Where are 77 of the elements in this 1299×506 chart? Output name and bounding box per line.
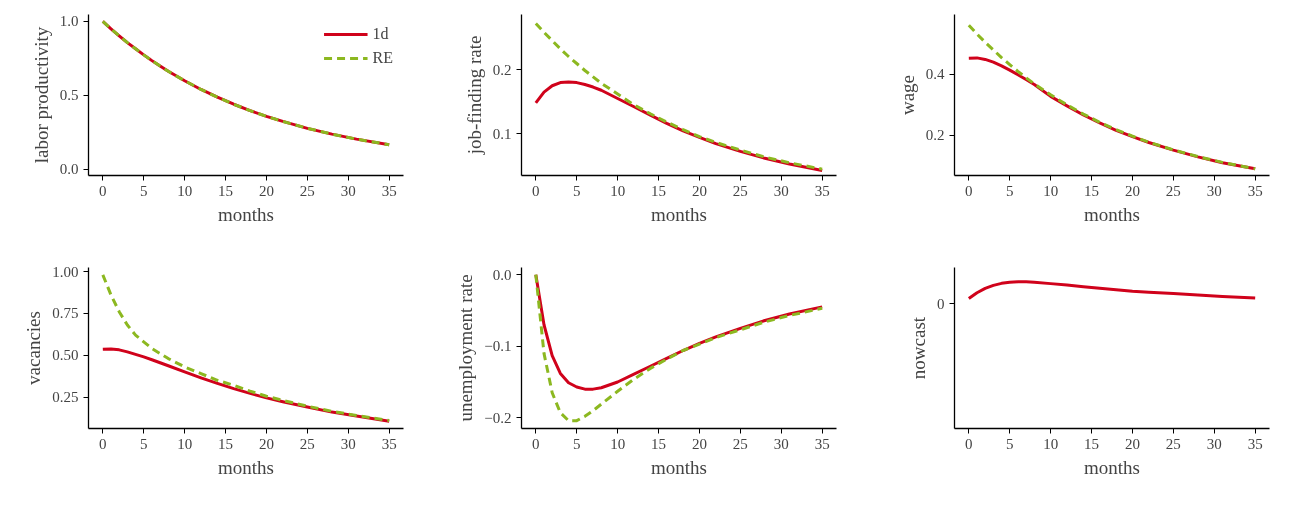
- x-tick-label: 5: [572, 435, 581, 452]
- x-tick-label: 25: [732, 435, 748, 452]
- x-tick-label: 30: [773, 182, 789, 199]
- x-tick-label: 35: [1247, 182, 1263, 199]
- x-tick-label: 5: [139, 435, 148, 452]
- y-tick-label: 0.0: [492, 266, 512, 283]
- x-tick-label: 30: [773, 435, 789, 452]
- x-tick-label: 0: [99, 435, 107, 452]
- x-tick-label: 0: [532, 435, 540, 452]
- y-tick-label: 1.00: [52, 263, 79, 280]
- x-tick-label: 10: [1043, 435, 1059, 452]
- x-tick-label: 15: [1084, 435, 1100, 452]
- x-tick-label: 30: [1206, 435, 1222, 452]
- x-tick-label: 20: [691, 182, 707, 199]
- y-axis-title: wage: [896, 74, 918, 116]
- x-axis-title: months: [218, 456, 274, 478]
- y-tick-label: 0.1: [492, 125, 512, 142]
- legend-label: RE: [372, 49, 393, 67]
- x-tick-label: 0: [532, 182, 540, 199]
- y-axis-title: nowcast: [908, 316, 929, 380]
- x-tick-label: 5: [572, 182, 581, 199]
- x-tick-label: 20: [258, 435, 274, 452]
- y-tick-label: 0.5: [59, 87, 79, 104]
- x-axis-title: months: [1084, 456, 1140, 478]
- x-tick-label: 35: [1247, 435, 1263, 452]
- x-tick-label: 25: [1165, 182, 1181, 199]
- y-tick-label: 0.4: [925, 66, 945, 83]
- x-tick-label: 15: [651, 182, 667, 199]
- x-tick-label: 35: [814, 182, 830, 199]
- x-tick-label: 35: [814, 435, 830, 452]
- x-tick-label: 20: [258, 182, 274, 199]
- y-tick-label: 0.2: [492, 61, 512, 78]
- x-tick-label: 10: [177, 182, 193, 199]
- x-axis-title: months: [651, 456, 707, 478]
- x-tick-label: 35: [381, 182, 397, 199]
- x-tick-label: 35: [381, 435, 397, 452]
- x-tick-label: 15: [651, 435, 667, 452]
- x-tick-label: 5: [1005, 182, 1014, 199]
- legend-label: 1d: [372, 25, 390, 43]
- y-tick-label: 0.75: [52, 305, 79, 322]
- x-tick-label: 5: [1005, 435, 1014, 452]
- x-tick-label: 10: [610, 435, 626, 452]
- x-tick-label: 0: [99, 182, 107, 199]
- y-tick-label: 0.0: [59, 161, 79, 178]
- x-tick-label: 15: [1084, 182, 1100, 199]
- text: 0: [937, 295, 945, 312]
- x-tick-label: 15: [218, 435, 234, 452]
- x-tick-label: 20: [691, 435, 707, 452]
- x-tick-label: 25: [732, 182, 748, 199]
- x-tick-label: 30: [340, 182, 356, 199]
- x-tick-label: 5: [139, 182, 148, 199]
- x-tick-label: 30: [340, 435, 356, 452]
- x-tick-label: 10: [1043, 182, 1059, 199]
- x-axis-title: months: [1084, 203, 1140, 225]
- y-axis-title: job-finding rate: [463, 35, 485, 156]
- x-tick-label: 30: [1206, 182, 1222, 199]
- x-tick-label: 25: [1165, 435, 1181, 452]
- x-axis-title: months: [218, 203, 274, 225]
- x-tick-label: 20: [1124, 435, 1140, 452]
- y-tick-label: −0.1: [484, 338, 512, 355]
- x-tick-label: 10: [610, 182, 626, 199]
- x-tick-label: 25: [299, 435, 315, 452]
- x-tick-label: 0: [965, 435, 973, 452]
- y-tick-label: −0.2: [484, 409, 512, 426]
- y-axis-title: unemployment rate: [455, 274, 477, 422]
- y-tick-label: 0.25: [52, 389, 79, 406]
- x-tick-label: 25: [299, 182, 315, 199]
- y-tick-label: 0.2: [925, 127, 945, 144]
- y-axis-title: vacancies: [23, 311, 45, 385]
- x-tick-label: 10: [177, 435, 193, 452]
- x-axis-title: months: [651, 203, 707, 225]
- y-axis-title: labor productivity: [30, 26, 52, 164]
- x-tick-label: 0: [965, 182, 973, 199]
- y-tick-label: 0.50: [52, 347, 79, 364]
- y-tick-label: 1.0: [59, 13, 79, 30]
- x-tick-label: 15: [218, 182, 234, 199]
- x-tick-label: 20: [1124, 182, 1140, 199]
